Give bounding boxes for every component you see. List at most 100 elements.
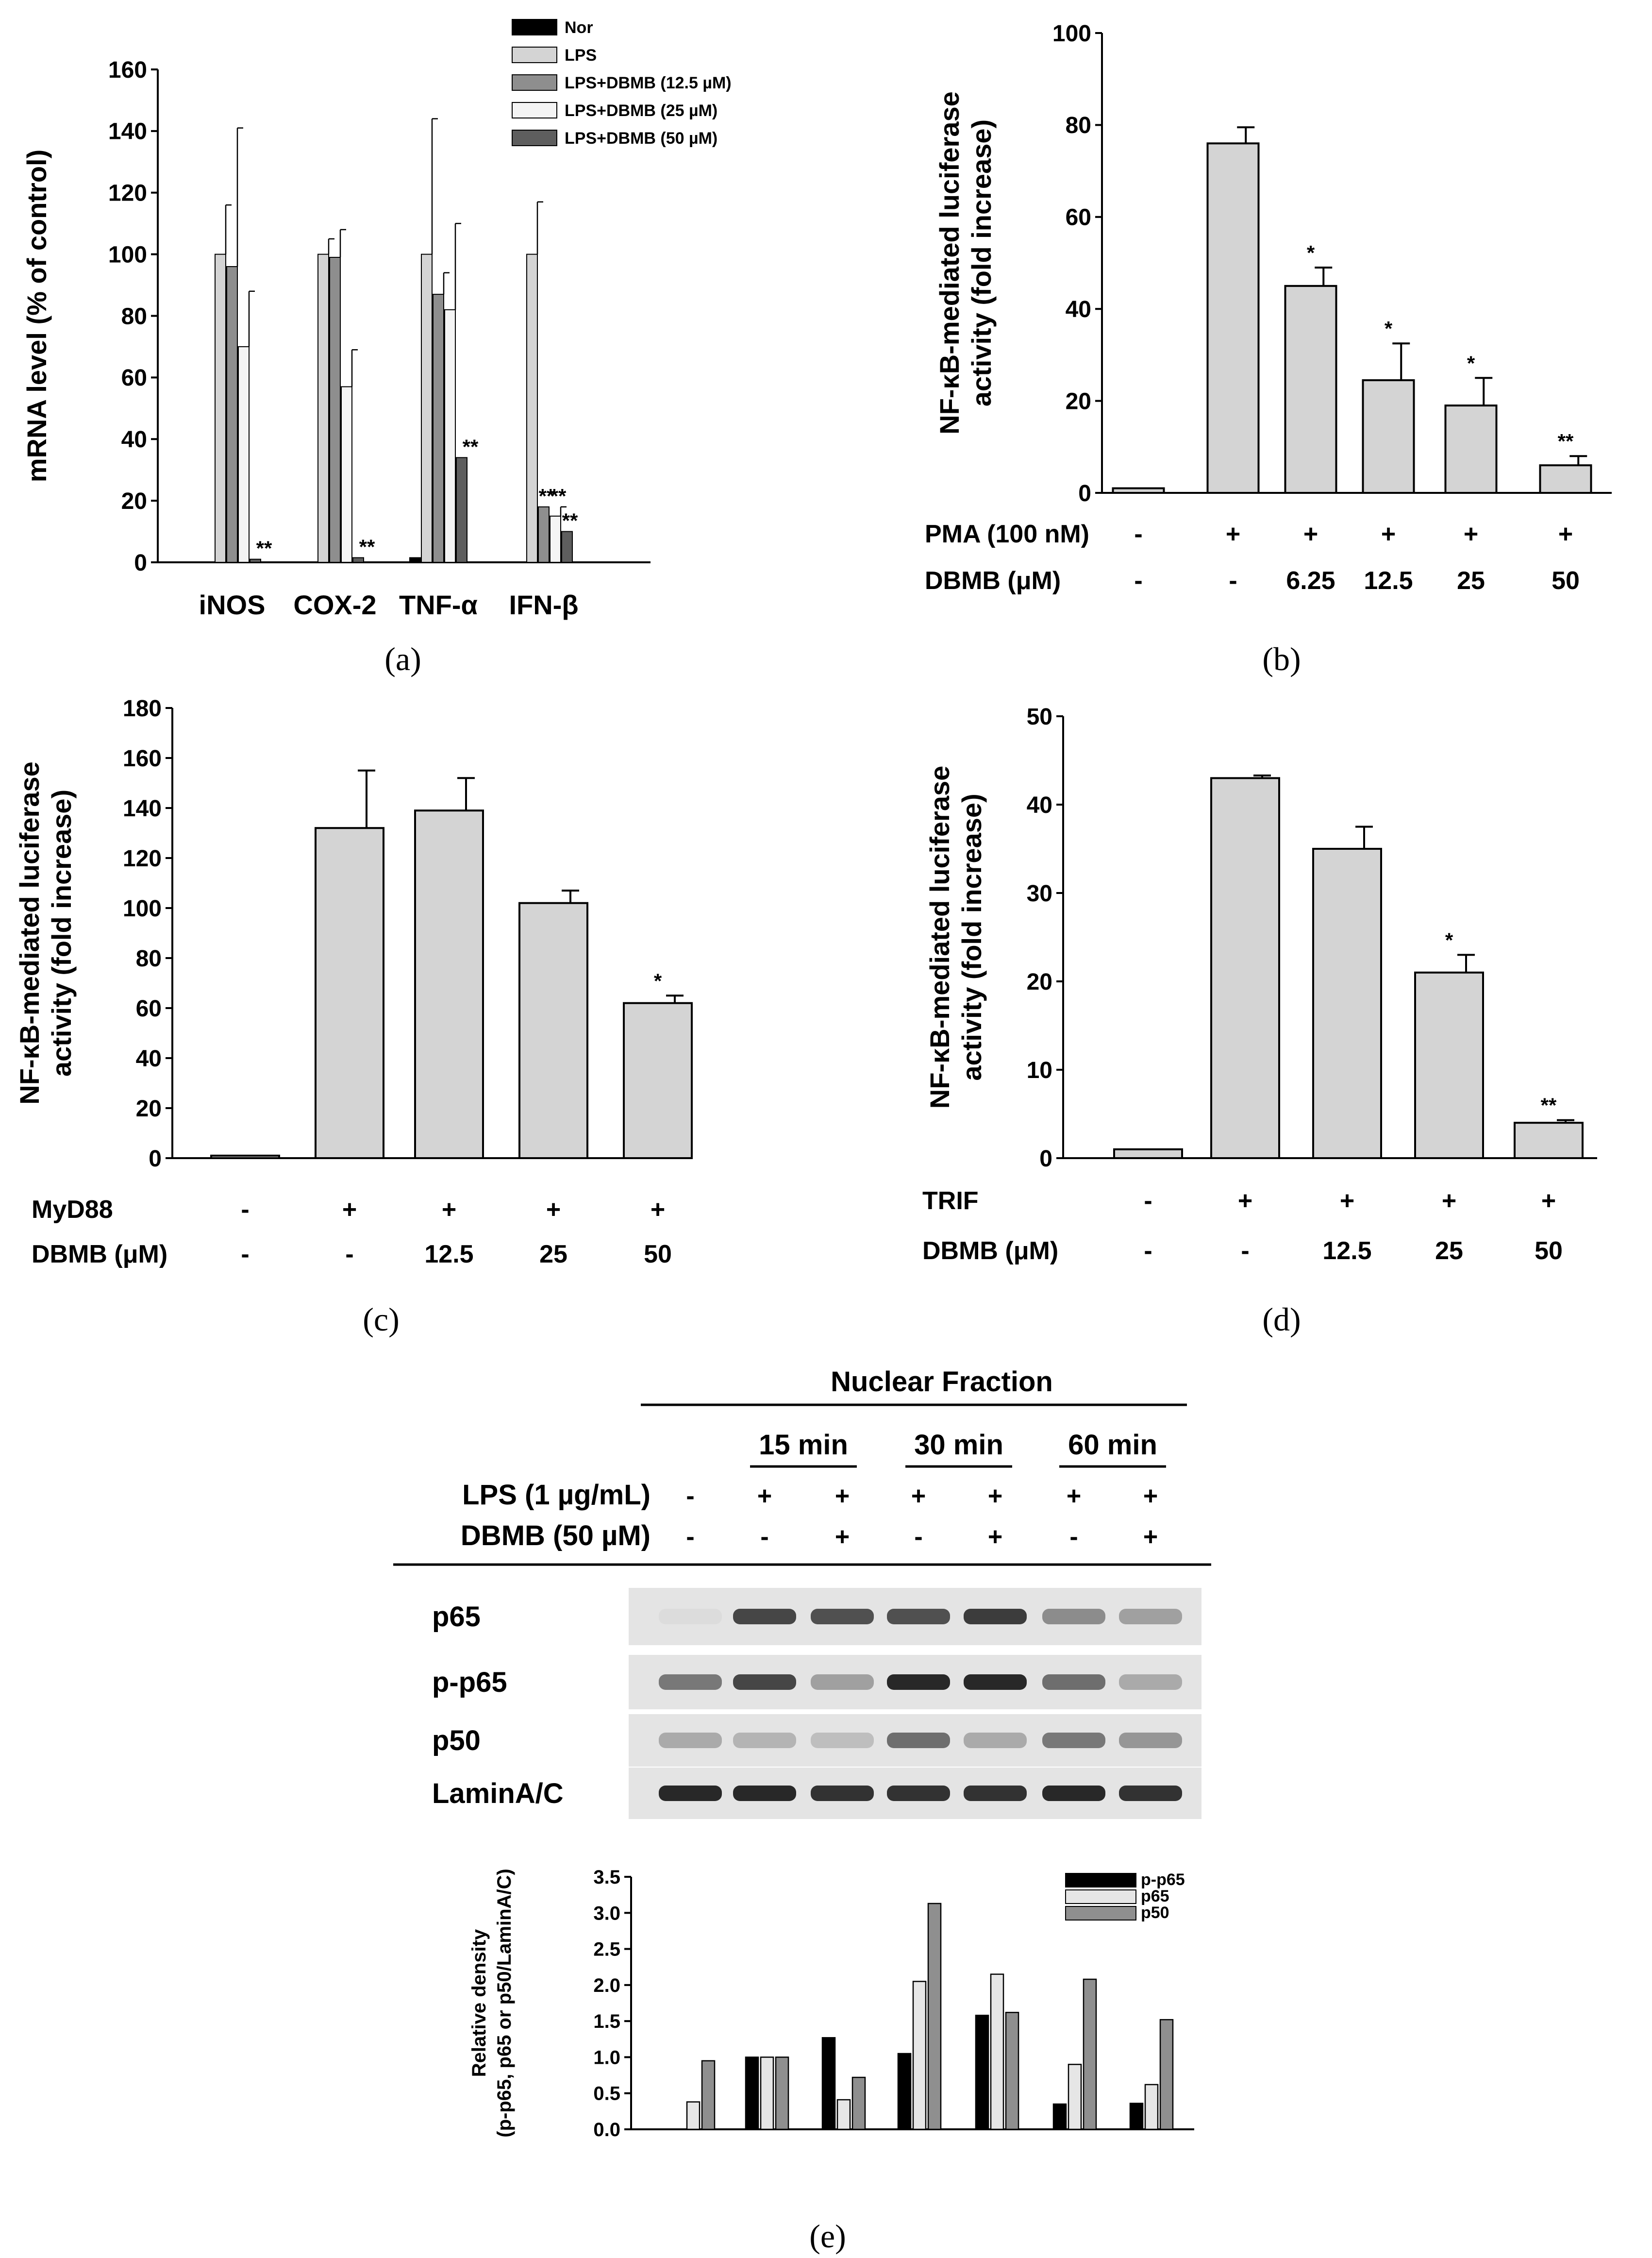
y-tick-label: 160	[123, 746, 162, 772]
y-tick-label: 0.0	[593, 2119, 620, 2140]
significance-marker: **	[539, 485, 555, 507]
bar	[317, 253, 329, 563]
chart-b: 0 20 40 60 80 100 NF-κB-mediated luciferase act…	[925, 21, 1612, 677]
bar	[1210, 777, 1280, 1159]
y-tick-label: 50	[1027, 704, 1052, 730]
y-tick-label: 2.0	[593, 1975, 620, 1996]
x-category-label: TNF-α	[399, 590, 478, 620]
blot-band	[887, 1674, 950, 1690]
condition-value: +	[1381, 520, 1396, 548]
bar	[701, 2060, 716, 2130]
panel-label: (c)	[363, 1301, 399, 1338]
bar	[421, 253, 433, 563]
bar	[1083, 1978, 1097, 2130]
condition-value: -	[1144, 1187, 1152, 1215]
condition-value: -	[241, 1196, 249, 1224]
y-tick-label: 140	[108, 119, 147, 145]
bar	[775, 2056, 789, 2130]
bar	[1112, 487, 1165, 494]
panel-label: (b)	[1262, 640, 1301, 677]
y-tick-label: 60	[1066, 205, 1091, 231]
condition-value: +	[1558, 520, 1573, 548]
blot-band	[811, 1733, 874, 1748]
legend-swatch	[512, 47, 557, 63]
chart-c: 0 20 40 60 80 100 120 140 160 180 NF-κB-mediated l…	[14, 696, 693, 1338]
bar	[975, 2015, 989, 2130]
blot-band	[887, 1733, 950, 1748]
condition-label: DBMB (μM)	[32, 1240, 167, 1268]
condition-value: +	[1442, 1187, 1456, 1215]
y-tick-label: 0	[1078, 481, 1091, 506]
condition-value: 25	[1457, 567, 1485, 595]
blot-band	[659, 1786, 722, 1801]
y-tick-label: 20	[136, 1096, 162, 1122]
bar	[1113, 1148, 1183, 1160]
blot-band	[811, 1609, 874, 1624]
panel-label: (d)	[1262, 1301, 1301, 1338]
condition-value: +	[342, 1196, 357, 1224]
y-axis-title: mRNA level (% of control)	[21, 150, 52, 483]
condition-value: -	[1241, 1237, 1249, 1265]
blot-band	[1042, 1733, 1105, 1748]
y-tick-label: 20	[121, 489, 147, 514]
y-axis-title-line2: activity (fold increase)	[956, 793, 987, 1080]
y-axis-title-line2: activity (fold increase)	[966, 119, 997, 406]
blot-band	[1119, 1609, 1182, 1624]
condition-value: -	[1134, 520, 1142, 548]
bar	[329, 256, 341, 563]
bar	[215, 253, 226, 563]
condition-value: 25	[1435, 1237, 1463, 1265]
legend-swatch	[1065, 1906, 1136, 1921]
lps-lane-value: +	[988, 1482, 1002, 1510]
blot-band	[1042, 1786, 1105, 1801]
condition-value: 12.5	[1322, 1237, 1371, 1265]
y-tick-label: 2.5	[593, 1939, 620, 1960]
significance-marker: **	[551, 485, 567, 507]
lps-label: LPS (1 µg/mL)	[462, 1479, 651, 1511]
dbmb-label: DBMB (50 µM)	[461, 1520, 651, 1551]
dbmb-lane-value: -	[760, 1523, 768, 1551]
y-tick-label: 40	[1027, 792, 1052, 818]
legend-label: Nor	[565, 18, 593, 37]
y-tick-label: 100	[108, 242, 147, 268]
y-axis-title-line1: NF-κB-mediated luciferase	[924, 766, 955, 1109]
y-tick-label: 0	[149, 1146, 162, 1172]
dbmb-lane-value: -	[686, 1523, 694, 1551]
blot-band	[659, 1674, 722, 1690]
bar	[1514, 1122, 1584, 1159]
y-tick-label: 1.5	[593, 2011, 620, 2032]
bar	[1129, 2103, 1144, 2130]
bar	[1159, 2019, 1174, 2130]
condition-value: 50	[1552, 567, 1580, 595]
condition-label: MyD88	[32, 1196, 113, 1224]
condition-value: +	[1303, 520, 1318, 548]
y-tick-label: 0.5	[593, 2083, 620, 2105]
dbmb-lane-value: +	[835, 1523, 850, 1551]
bar	[210, 1154, 280, 1160]
y-tick-label: 20	[1027, 969, 1052, 995]
condition-value: +	[546, 1196, 561, 1224]
blot-band	[1042, 1674, 1105, 1690]
bar	[1144, 2084, 1159, 2130]
blot-band	[1119, 1786, 1182, 1801]
y-tick-label: 120	[123, 846, 162, 872]
bar	[1444, 404, 1498, 494]
bar	[1206, 142, 1260, 494]
panel-label: (e)	[809, 2218, 846, 2255]
bar	[433, 294, 444, 563]
bar	[912, 1981, 927, 2130]
significance-marker: **	[359, 535, 375, 558]
y-tick-label: 140	[123, 796, 162, 822]
y-tick-label: 80	[121, 303, 147, 329]
condition-value: +	[1226, 520, 1240, 548]
y-axis-title-line2: (p-p65, p65 or p50/LaminA/C)	[494, 1869, 515, 2137]
condition-label: PMA (100 nM)	[925, 520, 1089, 548]
bar	[238, 346, 250, 563]
significance-marker: **	[1558, 430, 1574, 453]
condition-value: -	[1134, 567, 1142, 595]
blot-band	[733, 1786, 796, 1801]
y-tick-label: 1.0	[593, 2047, 620, 2068]
lps-lane-value: +	[1067, 1482, 1081, 1510]
chart-a: 0 20 40 60 80 100 120 140 160 mRNA level (% of co…	[21, 18, 732, 677]
bar	[1312, 848, 1382, 1159]
